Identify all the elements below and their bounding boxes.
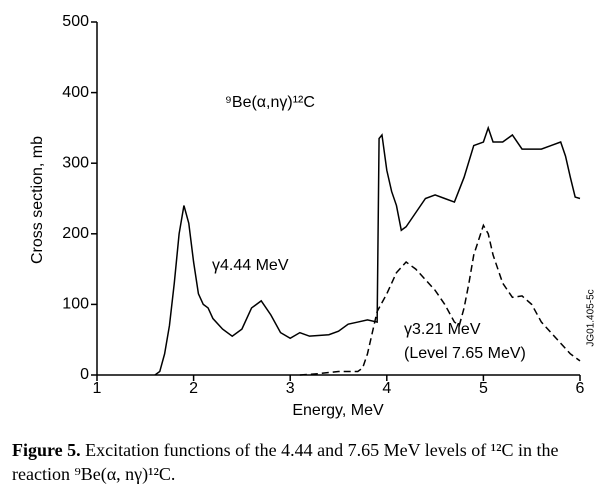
y-tick-label: 0 [80,366,89,383]
y-tick-label: 200 [62,225,89,242]
y-tick-label: 500 [62,13,89,30]
x-tick-label: 4 [382,380,391,397]
chart-title: ⁹Be(α,nγ)¹²C [225,94,315,111]
y-tick-label: 100 [62,296,89,313]
line-series [154,125,581,376]
y-axis-label: Cross section, mb [29,136,46,264]
x-tick-label: 1 [93,380,102,397]
series-label: γ4.44 MeV [212,257,289,274]
caption: Figure 5. Excitation functions of the 4.… [12,438,602,486]
series-label: γ3.21 MeV [404,321,481,338]
x-tick-label: 5 [479,380,488,397]
line-series [299,223,581,376]
x-axis-label: Energy, MeV [292,402,384,419]
y-tick-label: 400 [62,84,89,101]
side-label: JG01.405-5c [586,289,597,346]
y-tick-label: 300 [62,154,89,171]
x-tick-label: 3 [286,380,295,397]
x-tick-label: 2 [189,380,198,397]
caption-label: Figure 5. [12,440,81,460]
chart: ⁹Be(α,nγ)¹²C Energy, MeV Cross section, … [29,13,597,419]
x-tick-label: 6 [576,380,585,397]
caption-text: Excitation functions of the 4.44 and 7.6… [12,440,559,484]
annotation: (Level 7.65 MeV) [404,345,526,362]
